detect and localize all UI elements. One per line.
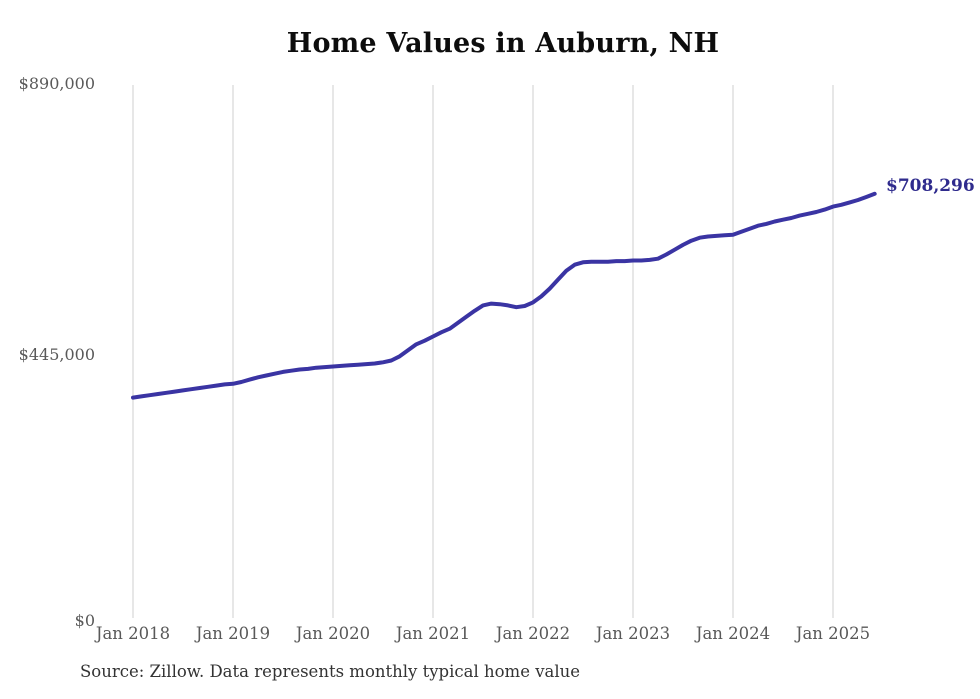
x-axis-label-0: Jan 2018 [95, 624, 171, 643]
x-axis-label-4: Jan 2022 [495, 624, 571, 643]
y-axis-label-mid: $445,000 [18, 345, 95, 364]
x-axis-label-5: Jan 2023 [595, 624, 671, 643]
x-axis-label-1: Jan 2019 [195, 624, 271, 643]
x-axis-label-3: Jan 2021 [395, 624, 471, 643]
home-value-series-line [131, 191, 877, 400]
x-axis-label-2: Jan 2020 [295, 624, 371, 643]
source-note: Source: Zillow. Data represents monthly … [80, 662, 581, 681]
x-axis-label-7: Jan 2025 [795, 624, 871, 643]
y-axis-label-zero: $0 [74, 611, 95, 630]
end-value-label: $708,296 [886, 176, 975, 196]
x-axis-label-6: Jan 2024 [695, 624, 771, 643]
y-axis-label-top: $890,000 [18, 74, 95, 93]
chart-title: Home Values in Auburn, NH [286, 28, 720, 59]
